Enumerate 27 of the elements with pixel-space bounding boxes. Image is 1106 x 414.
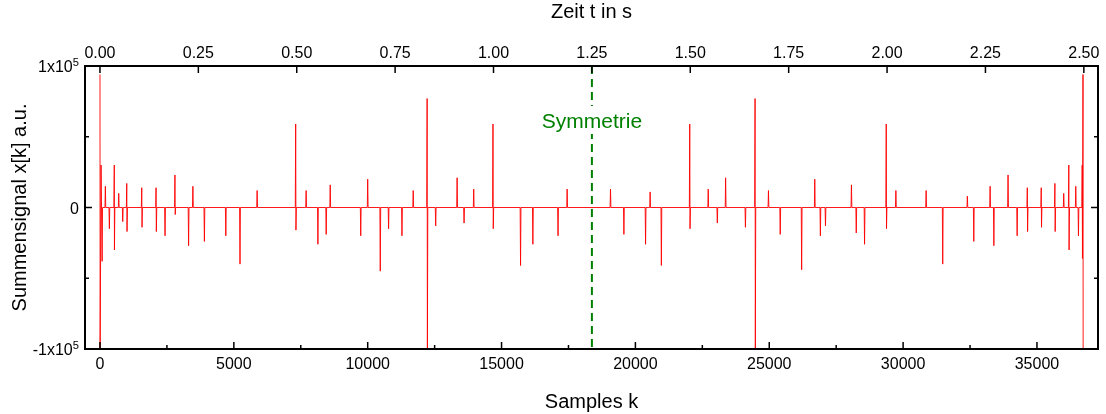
y-tick-label: -1x10$^{5}$ [32,339,79,358]
x-tick-label: 35000 [1014,355,1060,372]
x2-tick-label: 0.00 [84,44,116,61]
x2-tick-label: 1.25 [576,44,608,61]
x2-tick-label: 0.25 [182,44,215,61]
x2-tick-label: 2.25 [969,44,1002,61]
x2-tick-label: 1.50 [674,44,706,61]
y-axis-title: Summensignal x[k] a.u. [8,103,30,312]
ref-line-label: Symmetrie [541,109,643,132]
x2-tick-label: 1.75 [773,44,805,61]
x2-tick-label: 2.50 [1068,44,1100,61]
line-series [99,74,1084,349]
y-tick-label: 0 [70,199,80,217]
x2-tick-label: 2.00 [871,44,903,61]
x-tick-label: 20000 [613,355,658,372]
x2-tick-label: 0.50 [281,44,313,61]
y-tick-label: 1x10$^{5}$ [38,56,79,75]
x-tick-label: 25000 [747,355,792,372]
x-axis-title: Samples k [544,390,640,412]
x2-axis-title: Zeit t in s [550,0,633,22]
x-tick-label: 30000 [880,355,926,372]
x-tick-label: 5000 [216,355,252,372]
x-tick-label: 0 [95,355,105,372]
x2-tick-label: 0.75 [379,44,411,61]
x2-tick-label: 1.00 [477,44,510,61]
x-tick-label: 15000 [479,355,524,372]
x-tick-label: 10000 [345,355,391,372]
